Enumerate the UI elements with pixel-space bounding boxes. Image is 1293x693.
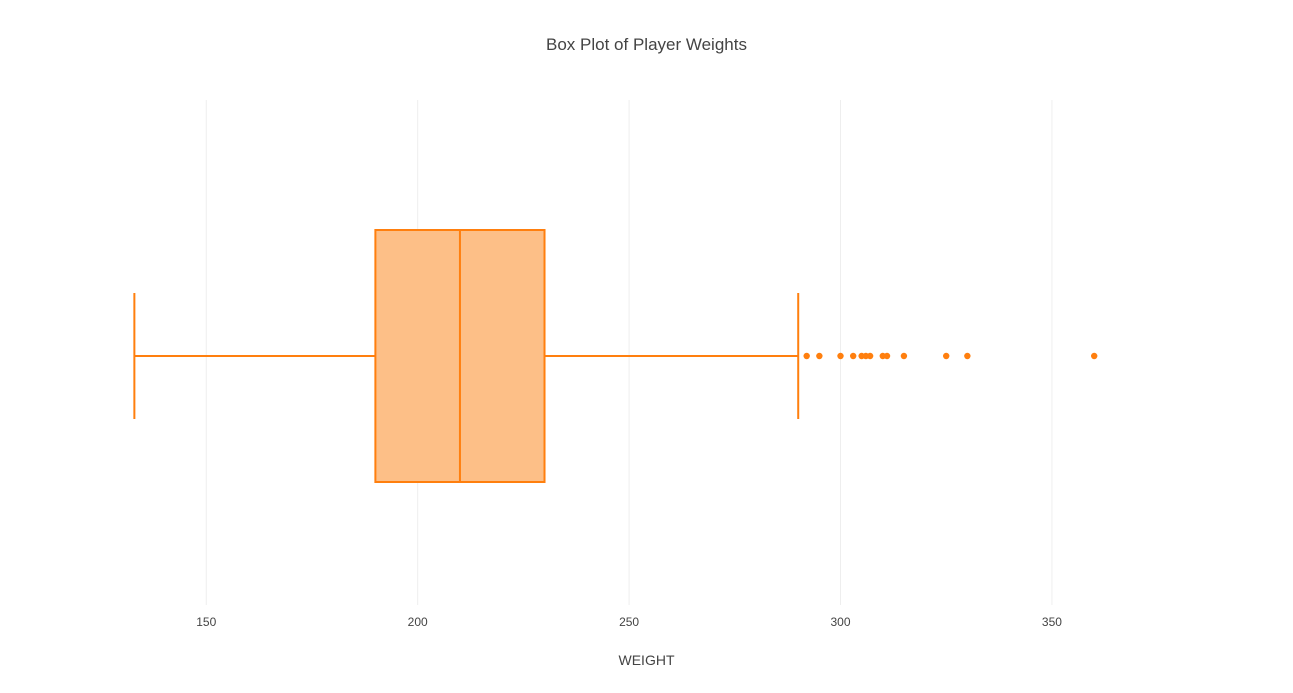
x-tick-label: 350	[1042, 615, 1062, 629]
x-tick-label: 200	[408, 615, 428, 629]
outlier-point	[837, 352, 844, 360]
x-axis-ticks: 150 200 250 300 350	[196, 615, 1062, 629]
x-axis-title: WEIGHT	[619, 652, 675, 668]
outlier-points	[803, 352, 1098, 360]
x-tick-label: 250	[619, 615, 639, 629]
outlier-point	[900, 352, 908, 360]
outlier-point	[803, 352, 810, 360]
outlier-point	[866, 352, 874, 360]
outlier-point	[883, 352, 891, 360]
outlier-point	[849, 352, 857, 360]
x-tick-label: 150	[196, 615, 216, 629]
outlier-point	[943, 352, 950, 360]
outlier-point	[1091, 352, 1098, 360]
x-tick-label: 300	[830, 615, 850, 629]
box-plot-series	[133, 229, 800, 483]
outlier-point	[964, 352, 971, 360]
outlier-point	[816, 352, 823, 360]
gridlines	[205, 100, 1053, 605]
chart-title: Box Plot of Player Weights	[546, 35, 747, 54]
